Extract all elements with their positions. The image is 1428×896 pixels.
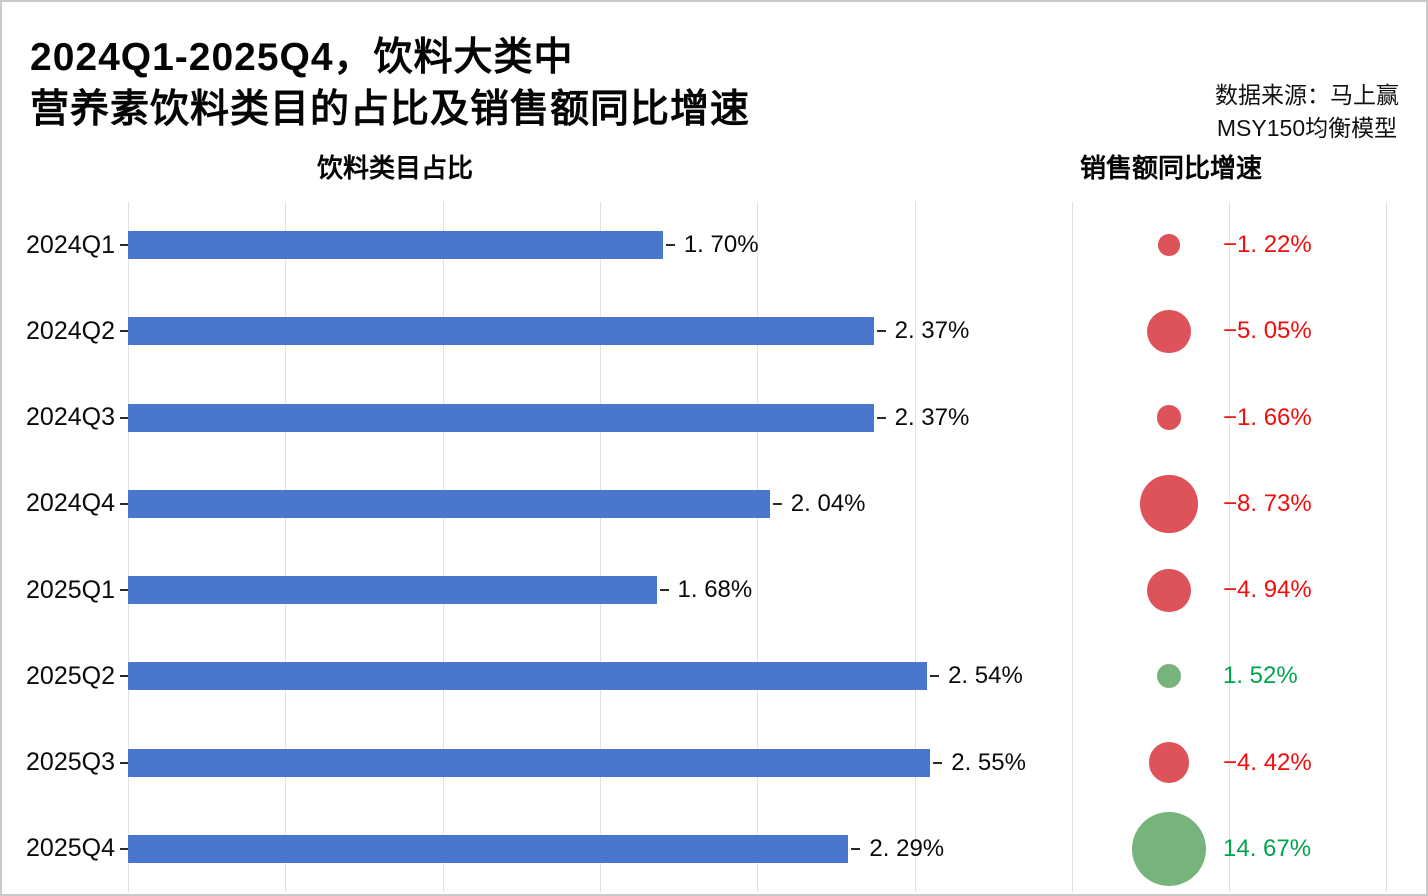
axis-tick (120, 847, 129, 850)
bubble-value-label: −5. 05% (1223, 317, 1312, 345)
bar (128, 662, 928, 691)
bar-leader-dash (930, 675, 940, 678)
bar (128, 231, 663, 260)
bar-leader-dash (876, 416, 886, 419)
axis-tick (120, 761, 129, 764)
axis-tick (120, 244, 129, 247)
axis-tick (120, 589, 129, 592)
category-label: 2024Q2 (26, 316, 115, 345)
bubble-negative (1158, 234, 1180, 256)
bar-leader-dash (659, 589, 669, 592)
axis-tick (120, 675, 129, 678)
bar-value-label: 2. 55% (951, 748, 1026, 776)
bubble-negative (1156, 405, 1182, 431)
bubble-value-label: 1. 52% (1223, 662, 1298, 690)
category-label: 2025Q3 (26, 748, 115, 777)
category-label: 2024Q4 (26, 489, 115, 518)
bar (128, 489, 770, 518)
bubble-value-label: −1. 66% (1223, 403, 1312, 431)
category-label: 2024Q3 (26, 403, 115, 432)
bar-leader-dash (665, 244, 675, 247)
bar-value-label: 2. 37% (894, 403, 970, 431)
bar-leader-dash (851, 847, 861, 850)
gridline (1229, 202, 1231, 892)
data-source-line2: MSY150均衡模型 (1216, 115, 1398, 141)
bar (128, 403, 874, 432)
gridline (128, 202, 129, 892)
bubble-positive (1131, 811, 1207, 887)
plot-area: 2024Q1 1. 70% −1. 22% 2024Q2 2. 37% −5. 05% 20… (2, 202, 1426, 892)
gridline (599, 202, 601, 892)
bar-leader-dash (876, 330, 886, 333)
chart-title-line1: 2024Q1-2025Q4，饮料大类中 (30, 36, 574, 79)
bubble-value-label: −4. 94% (1223, 576, 1312, 604)
left-panel-header: 饮料类目占比 (316, 153, 474, 183)
gridline (914, 202, 916, 892)
bar (128, 317, 874, 346)
axis-tick (120, 330, 129, 333)
bubble-value-label: −4. 42% (1223, 748, 1312, 776)
bar-value-label: 2. 04% (790, 489, 866, 517)
category-label: 2024Q1 (26, 230, 115, 259)
bubble-negative (1140, 475, 1198, 533)
bar-leader-dash (772, 502, 782, 505)
category-label: 2025Q4 (26, 834, 115, 863)
gridline (757, 202, 759, 892)
bar-leader-dash (933, 761, 943, 764)
bar-value-label: 2. 37% (894, 317, 970, 345)
bar-value-label: 1. 70% (683, 231, 759, 259)
bubble-negative (1148, 742, 1190, 783)
bubble-negative (1147, 309, 1191, 354)
bar (128, 834, 849, 863)
bar-value-label: 1. 68% (677, 576, 753, 604)
category-label: 2025Q2 (26, 661, 115, 690)
bubble-value-label: −1. 22% (1223, 231, 1312, 259)
data-source: 数据来源：马上赢 MSY150均衡模型 (1184, 79, 1426, 145)
axis-tick (120, 416, 129, 419)
gridline (1386, 202, 1388, 892)
category-label: 2025Q1 (26, 575, 115, 604)
bar (128, 748, 931, 777)
gridline (442, 202, 444, 892)
data-source-line1: 数据来源：马上赢 (1215, 82, 1399, 108)
axis-tick (120, 502, 129, 505)
gridline (285, 202, 287, 892)
bubble-value-label: −8. 73% (1223, 489, 1312, 517)
chart-title-line2: 营养素饮料类目的占比及销售额同比增速 (30, 88, 751, 131)
chart-title: 2024Q1-2025Q4，饮料大类中 营养素饮料类目的占比及销售额同比增速 (30, 32, 750, 136)
bubble-value-label: 14. 67% (1223, 834, 1312, 862)
right-panel-header: 销售额同比增速 (1079, 153, 1263, 183)
bubble-positive (1157, 664, 1181, 689)
gridline (1071, 202, 1073, 892)
bar-value-label: 2. 54% (948, 662, 1023, 690)
bar-value-label: 2. 29% (869, 834, 945, 862)
bubble-negative (1147, 568, 1191, 612)
bar (128, 576, 657, 605)
